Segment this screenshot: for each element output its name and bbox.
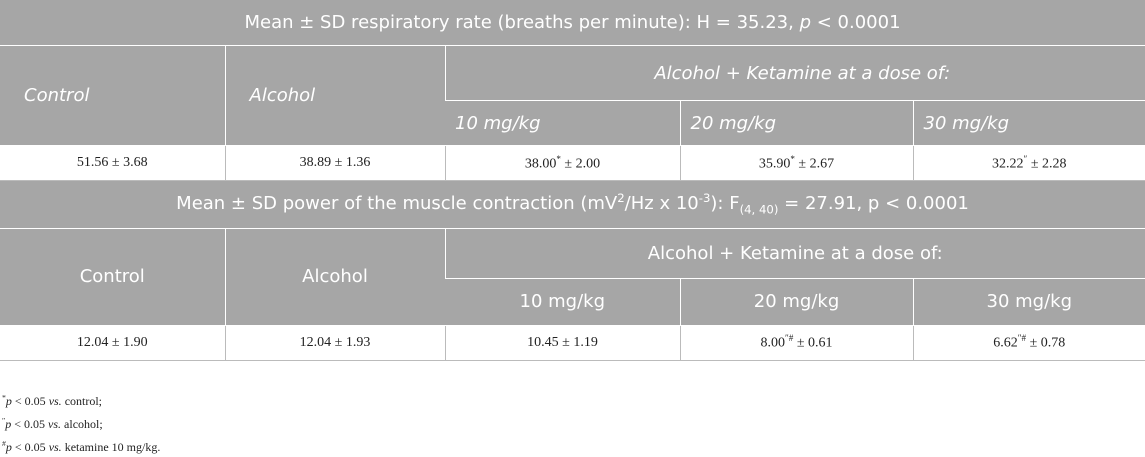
text-run: ± 2.28 (1027, 156, 1067, 172)
group-header: Control (0, 228, 225, 326)
text-run: /Hz x 10 (624, 193, 699, 215)
text-run: 12.04 ± 1.93 (299, 334, 371, 350)
text-run: 6.62 (993, 335, 1018, 351)
data-table: Mean ± SD respiratory rate (breaths per … (0, 0, 1145, 181)
text-run: ± 0.61 (793, 335, 833, 351)
data-cell: 38.00* ± 2.00 (444, 145, 680, 181)
data-table: Mean ± SD power of the muscle contractio… (0, 181, 1145, 361)
text-run: 35.90 (758, 156, 791, 172)
dose-header: 30 mg/kg (912, 100, 1145, 146)
text-run: ″ (2, 416, 6, 425)
text-run: * (2, 393, 6, 402)
text-run: ): F (710, 193, 740, 215)
text-run: 38.89 ± 1.36 (299, 155, 371, 170)
table-title: Mean ± SD power of the muscle contractio… (0, 181, 1145, 229)
tables: Mean ± SD respiratory rate (breaths per … (0, 0, 1145, 361)
dose-header: 20 mg/kg (679, 278, 913, 326)
text-run: ketamine 10 mg/kg. (61, 440, 161, 454)
text-run: vs. (48, 417, 62, 431)
text-run: alcohol; (61, 417, 103, 431)
text-run: ″# (1017, 333, 1027, 344)
text-run: < 0.05 (11, 394, 49, 408)
data-cell: 6.62″# ± 0.78 (912, 325, 1145, 361)
dose-row: 10 mg/kg 20 mg/kg 30 mg/kg (0, 100, 1145, 146)
text-run: 51.56 ± 3.68 (76, 155, 148, 170)
text-run: ± 0.78 (1026, 335, 1066, 351)
text-run: Mean ± SD power of the muscle contractio… (176, 193, 618, 215)
data-cell: 12.04 ± 1.93 (224, 325, 445, 361)
data-cell: 8.00″# ± 0.61 (679, 325, 913, 361)
text-run: 38.00 (524, 156, 557, 172)
dose-row: 10 mg/kg 20 mg/kg 30 mg/kg (0, 278, 1145, 326)
text-run: 2 (617, 191, 625, 206)
dose-header: 10 mg/kg (445, 100, 680, 146)
footnote: ″p < 0.05 vs. alcohol; (2, 411, 160, 434)
text-run: p (5, 417, 12, 431)
text-run: 8.00 (760, 335, 785, 351)
text-run: < 0.0001 (811, 12, 901, 33)
dose-header: 10 mg/kg (445, 278, 680, 326)
text-run: p (5, 394, 12, 408)
footnote: #p < 0.05 vs. ketamine 10 mg/kg. (2, 434, 160, 457)
dose-header: 20 mg/kg (679, 100, 913, 146)
text-run: control; (61, 394, 103, 408)
text-run: # (2, 439, 6, 448)
data-cell: 12.04 ± 1.90 (0, 325, 225, 361)
text-run: * (556, 153, 561, 164)
text-run: vs. (48, 440, 62, 454)
text-run: < 0.05 (11, 440, 49, 454)
data-cell: 51.56 ± 3.68 (0, 145, 225, 181)
text-run: * (790, 153, 795, 164)
group-header: Alcohol (224, 45, 445, 146)
text-run: (4, 40) (739, 203, 779, 218)
text-run: -3 (698, 191, 711, 206)
data-cell: 38.89 ± 1.36 (224, 145, 445, 181)
group-header: Control (0, 45, 225, 146)
title-row: Mean ± SD respiratory rate (breaths per … (0, 0, 1145, 46)
data-row: 51.56 ± 3.68 38.89 ± 1.36 38.00* ± 2.00 35.… (0, 145, 1145, 181)
text-run: ″# (784, 333, 794, 344)
text-run: 12.04 ± 1.90 (76, 334, 148, 350)
text-run: Mean ± SD respiratory rate (breaths per … (244, 12, 800, 33)
table-body: Mean ± SD respiratory rate (breaths per … (0, 0, 1145, 181)
text-run: 32.22 (992, 156, 1024, 172)
table-body: Mean ± SD power of the muscle contractio… (0, 181, 1145, 361)
text-run: ″ (1023, 153, 1028, 164)
footnote: *p < 0.05 vs. control; (2, 388, 160, 411)
title-row: Mean ± SD power of the muscle contractio… (0, 181, 1145, 229)
text-run: 10.45 ± 1.19 (527, 334, 598, 350)
text-run: vs. (48, 394, 62, 408)
data-cell: 32.22″ ± 2.28 (912, 145, 1145, 181)
text-run: < 0.05 (11, 417, 49, 431)
data-cell: 35.90* ± 2.67 (679, 145, 913, 181)
table-title: Mean ± SD respiratory rate (breaths per … (0, 0, 1145, 46)
group-header: Alcohol + Ketamine at a dose of: (444, 45, 1145, 101)
text-run: = 27.91, p < 0.0001 (778, 193, 969, 215)
text-run: ± 2.67 (794, 156, 835, 172)
text-run: ± 2.00 (560, 156, 601, 172)
group-header: Alcohol + Ketamine at a dose of: (444, 228, 1145, 279)
text-run: p (799, 12, 812, 33)
data-cell: 10.45 ± 1.19 (444, 325, 680, 361)
data-row: 12.04 ± 1.90 12.04 ± 1.93 10.45 ± 1.19 8.00… (0, 325, 1145, 361)
group-header: Alcohol (224, 228, 445, 326)
header-row: Control Alcohol Alcohol + Ketamine at a do… (0, 228, 1145, 326)
header-row: Control Alcohol Alcohol + Ketamine at a do… (0, 45, 1145, 146)
dose-header: 30 mg/kg (912, 278, 1145, 326)
